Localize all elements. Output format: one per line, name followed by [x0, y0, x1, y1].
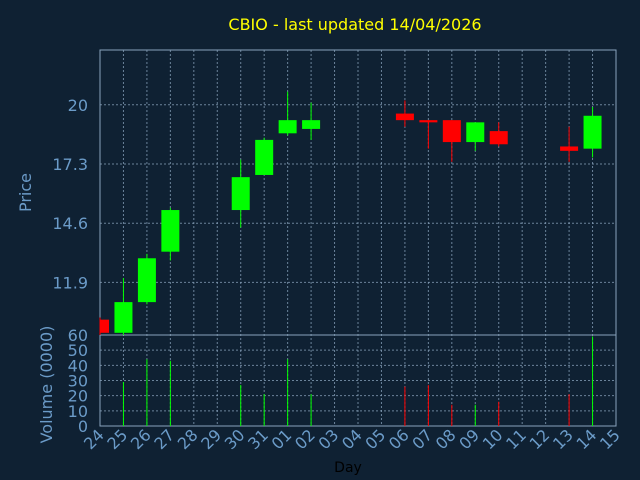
- candle-body: [466, 122, 485, 143]
- candle-body: [489, 131, 508, 145]
- price-tick-label: 20: [68, 96, 88, 115]
- x-axis-label: Day: [334, 460, 362, 476]
- volume-tick-label: 10: [68, 402, 88, 421]
- candle-body: [161, 210, 180, 252]
- candle-body: [395, 113, 414, 121]
- volume-tick-label: 0: [78, 417, 88, 436]
- volume-tick-label: 50: [68, 341, 88, 360]
- volume-bars: [122, 336, 594, 426]
- candle-body: [302, 120, 321, 129]
- candle-body: [419, 120, 438, 123]
- candle-body: [100, 319, 109, 333]
- volume-tick-label: 20: [68, 387, 88, 406]
- volume-tick-label: 60: [68, 326, 88, 345]
- candle-body: [137, 258, 156, 303]
- candle-body: [442, 120, 461, 143]
- candles: [99, 91, 602, 335]
- candle-body: [255, 139, 274, 175]
- volume-tick-label: 40: [68, 356, 88, 375]
- price-axis-label: Price: [16, 173, 35, 212]
- candle-body: [583, 115, 602, 149]
- volume-tick-label: 30: [68, 372, 88, 391]
- volume-panel-border: [99, 334, 617, 427]
- price-axis: 11.9 14.6 17.3 20: [52, 96, 616, 292]
- chart-title: CBIO - last updated 14/04/2026: [228, 15, 481, 34]
- price-tick-label: 14.6: [52, 214, 88, 233]
- price-tick-label: 17.3: [52, 155, 88, 174]
- x-axis: 2425262728293031010203040506070809101112…: [80, 425, 624, 453]
- candle-body: [231, 177, 250, 211]
- volume-axis-label: Volume (0000): [37, 326, 56, 444]
- candle-body: [278, 120, 297, 134]
- price-tick-label: 11.9: [52, 273, 88, 292]
- candle-body: [560, 146, 579, 151]
- candle-body: [114, 302, 133, 333]
